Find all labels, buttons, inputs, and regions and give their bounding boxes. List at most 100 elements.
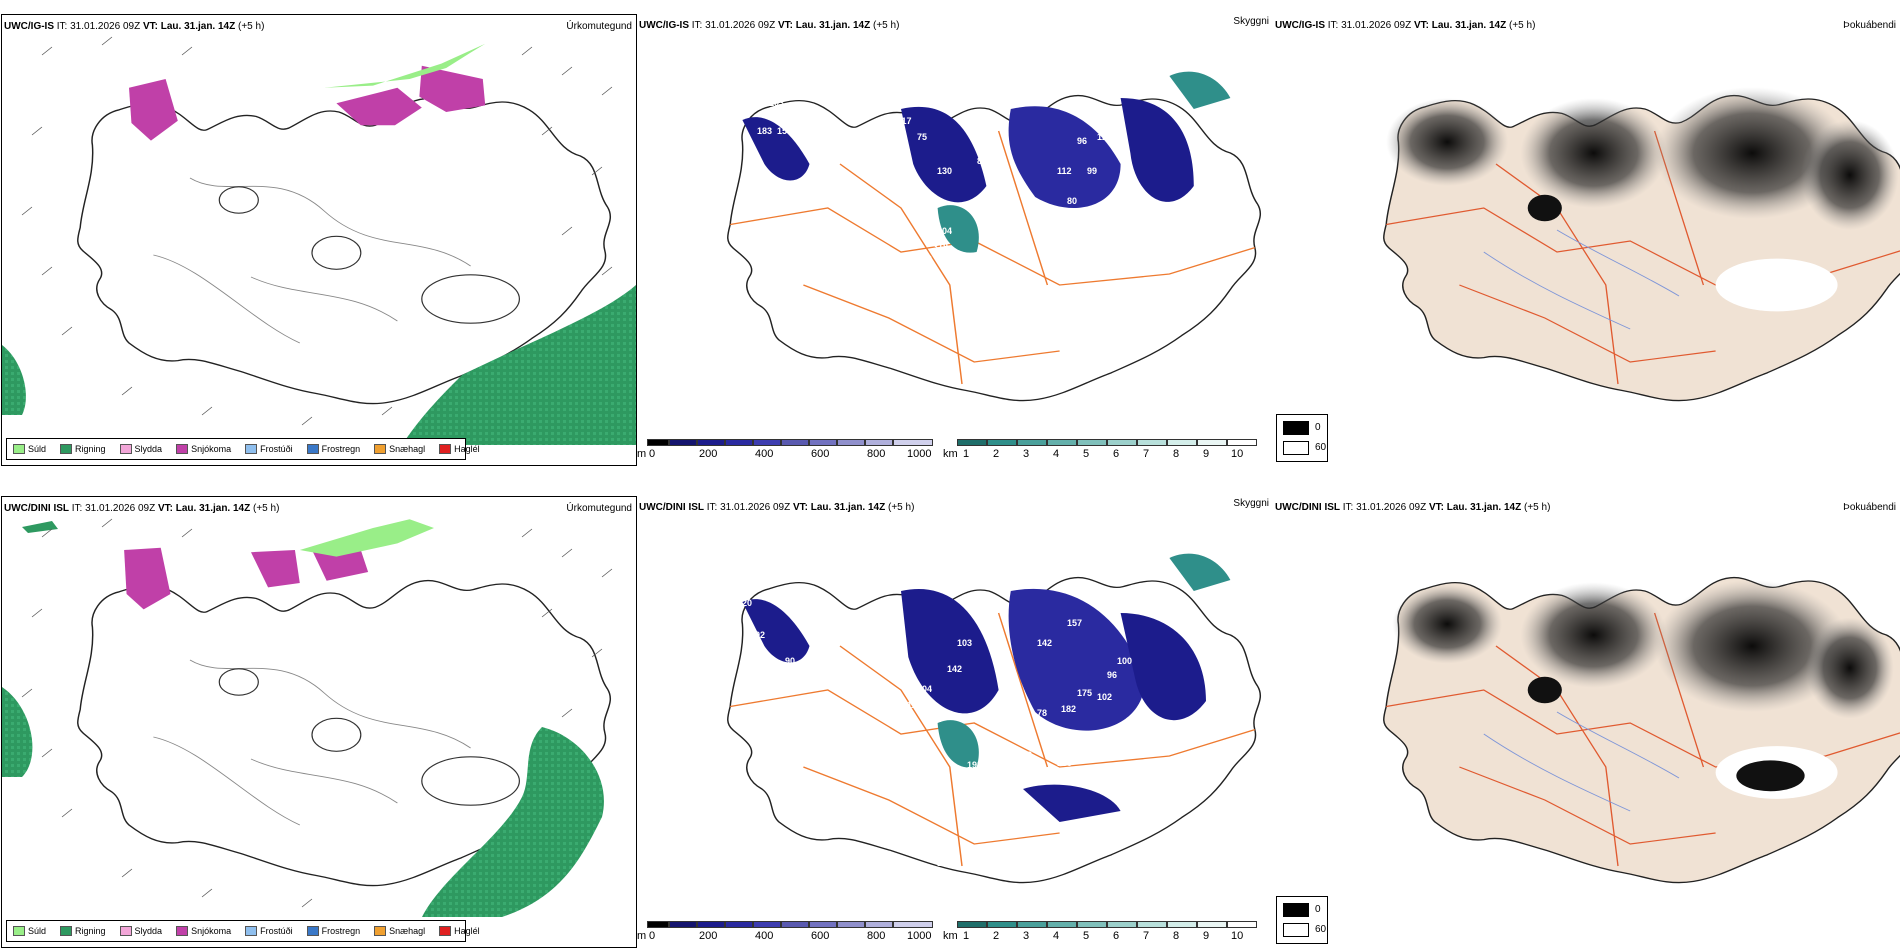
lead-time: (+5 h): [1509, 20, 1536, 31]
cloud-base-labels: 104 89 120 80 92 318 190 112 90 105 79 115 87 103 142 1…: [737, 558, 1132, 900]
cloud-base-value: 94: [741, 76, 751, 86]
cloud-base-value: 198: [967, 760, 982, 770]
legend-swatch: [13, 926, 25, 936]
cbar-seg: [893, 439, 933, 446]
snow-area: [336, 87, 422, 126]
legend-swatch: [439, 926, 452, 936]
fog-area: [1527, 194, 1562, 222]
cbar-seg: [647, 921, 669, 928]
fog-area: [1805, 617, 1894, 719]
cbar-seg: [1137, 921, 1167, 928]
cbar-tick: 2: [993, 448, 1000, 460]
cbar-tick: 0: [649, 448, 656, 460]
cbar-tick: 9: [1203, 930, 1210, 942]
cbar-seg: [1137, 439, 1167, 446]
cbar-tick: 800: [867, 930, 886, 942]
cbar-seg: [809, 439, 837, 446]
low-cloud-area: [1120, 98, 1194, 202]
product-label: Skyggni: [1233, 498, 1269, 509]
cbar-seg: [1197, 921, 1227, 928]
cloud-base-value: 159: [1037, 774, 1052, 784]
lead-time: (+5 h): [1524, 502, 1551, 513]
product-label: Úrkomutegund: [566, 503, 632, 514]
legend-item: Rigning: [60, 926, 106, 936]
cloud-base-value: 130: [903, 756, 918, 766]
cbar-unit: km: [943, 448, 958, 460]
legend-swatch: [176, 444, 189, 454]
rivers: [1483, 229, 1680, 330]
cloud-base-colorbar: m 0 200 400 600 800 1000: [637, 921, 937, 947]
model-name: UWC/IG-IS: [1275, 20, 1325, 31]
snow-area: [129, 79, 178, 141]
precip-type-legend: Súld Rigning Slydda Snjókoma Frostúði Fr…: [6, 920, 480, 942]
cloud-base-value: 102: [1097, 692, 1112, 702]
legend-item: Frostúði: [245, 926, 293, 936]
legend-swatch: [119, 444, 132, 454]
init-time: 31.01.2026 09Z: [1356, 502, 1427, 513]
cbar-seg: [753, 439, 781, 446]
cloud-base-value: 109: [965, 890, 980, 900]
glacier-outline: [421, 756, 521, 806]
cloud-base-value: 117: [897, 116, 912, 126]
cloud-base-value: 79: [793, 670, 803, 680]
cbar-tick: 9: [1203, 448, 1210, 460]
fog-area: [1736, 760, 1805, 792]
cloud-base-value: 80: [1067, 196, 1077, 206]
panel-title: UWC/DINI ISL IT: 31.01.2026 09Z VT: Lau.…: [639, 502, 915, 513]
cbar-seg: [1077, 921, 1107, 928]
snow-area: [312, 550, 369, 581]
wind-barbs: [21, 36, 613, 426]
legend-item: Snæhagl: [374, 926, 425, 936]
low-cloud-area: [1120, 613, 1206, 721]
roads: [730, 612, 1256, 867]
visibility-colorbar: km 1 2 3 4 5 6 7 8 9 10: [943, 439, 1273, 465]
fog-legend-label: 60: [1315, 924, 1327, 935]
cbar-tick: 3: [1023, 448, 1030, 460]
legend-swatch: [374, 926, 387, 936]
drizzle-area: [324, 43, 486, 88]
product-label: Þokuábendi: [1843, 502, 1896, 513]
cbar-tick: 1000: [907, 930, 932, 942]
cloud-base-value: 99: [1087, 166, 1097, 176]
cloud-base-value: 115: [837, 668, 852, 678]
cloud-base-value: 97: [977, 196, 987, 206]
cloud-base-value: 103: [957, 638, 972, 648]
cloud-base-value: 96: [1077, 136, 1087, 146]
fog-indicator-map: [1383, 87, 1900, 402]
legend-item: Snæhagl: [374, 444, 425, 454]
cloud-base-value: 105: [809, 658, 824, 668]
cbar-seg: [725, 439, 753, 446]
cloud-base-value: 100: [1117, 656, 1132, 666]
legend-item: Frostregn: [306, 444, 360, 454]
cbar-tick: 800: [867, 448, 886, 460]
rain-area: [402, 285, 636, 445]
roads: [1386, 130, 1900, 385]
product-label: Úrkomutegund: [566, 21, 632, 32]
cloud-base-value: 41: [907, 366, 917, 376]
cloud-base-value: 97: [977, 296, 987, 306]
model-name: UWC/DINI ISL: [1275, 502, 1340, 513]
cloud-base-value: 130: [937, 166, 952, 176]
lead-time: (+5 h): [253, 503, 280, 514]
fog-indicator-map: [1383, 576, 1900, 884]
cbar-seg: [725, 921, 753, 928]
low-cloud-area: [901, 588, 999, 714]
precip-type-legend: Súld Rigning Slydda Snjókoma Frostúði Fr…: [6, 438, 480, 460]
fog-area: [1654, 580, 1850, 712]
cloud-base-value: 121: [1097, 132, 1112, 142]
cbar-tick: 5: [1083, 448, 1090, 460]
fog-indicator-panel-top: UWC/IG-IS IT: 31.01.2026 09Z VT: Lau. 31…: [1273, 14, 1900, 466]
cbar-tick: 5: [1083, 930, 1090, 942]
cbar-tick: 400: [755, 448, 774, 460]
low-vis-area: [937, 720, 979, 768]
cbar-tick: 10: [1231, 448, 1244, 460]
legend-swatch: [306, 444, 319, 454]
legend-swatch: [176, 926, 189, 936]
fog-area: [1520, 582, 1667, 688]
cbar-seg: [1017, 439, 1047, 446]
cbar-tick: 10: [1231, 930, 1244, 942]
init-time: 31.01.2026 09Z: [720, 502, 791, 513]
cbar-seg: [697, 439, 725, 446]
cloud-base-value: 142: [1037, 638, 1052, 648]
